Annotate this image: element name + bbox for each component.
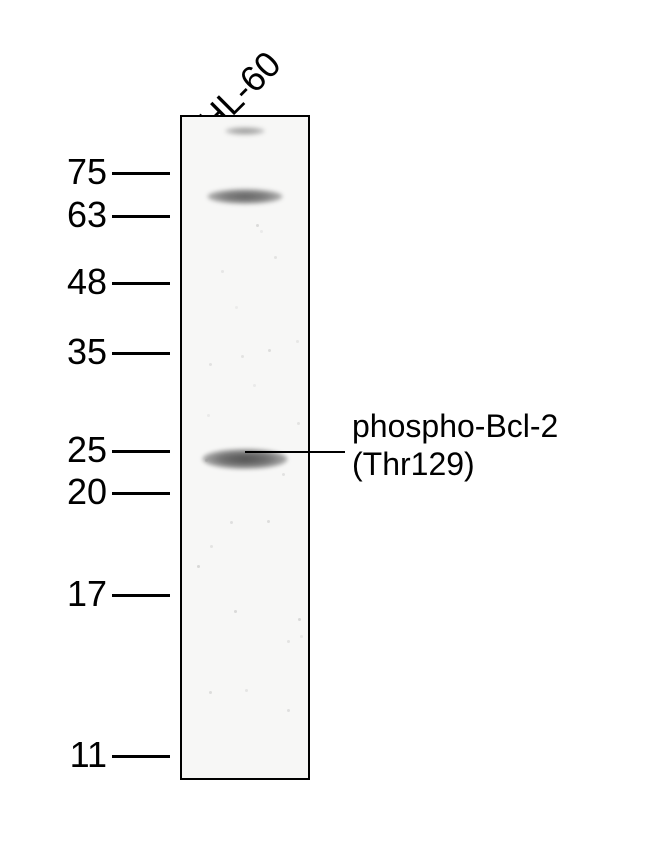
marker-label: 20	[57, 471, 107, 513]
blot-band	[225, 127, 265, 135]
marker-tick	[112, 215, 170, 218]
blot-noise	[287, 640, 290, 643]
blot-noise	[267, 520, 270, 523]
marker-label: 48	[57, 261, 107, 303]
blot-noise	[282, 473, 285, 476]
blot-noise	[260, 230, 263, 233]
annotation-line1: phospho-Bcl-2	[352, 407, 558, 445]
marker-label: 25	[57, 429, 107, 471]
marker-tick	[112, 352, 170, 355]
blot-noise	[296, 340, 299, 343]
marker-label: 35	[57, 331, 107, 373]
blot-noise	[245, 689, 248, 692]
annotation-line2: (Thr129)	[352, 445, 558, 483]
marker-tick	[112, 594, 170, 597]
marker-tick	[112, 282, 170, 285]
marker-tick	[112, 492, 170, 495]
blot-noise	[300, 635, 303, 638]
blot-noise	[221, 270, 224, 273]
blot-noise	[274, 256, 277, 259]
blot-noise	[209, 363, 212, 366]
blot-noise	[268, 349, 271, 352]
marker-tick	[112, 172, 170, 175]
marker-tick	[112, 450, 170, 453]
blot-lane	[180, 115, 310, 780]
marker-label: 17	[57, 573, 107, 615]
blot-noise	[207, 414, 210, 417]
blot-noise	[209, 691, 212, 694]
blot-noise	[210, 545, 213, 548]
western-blot-figure: HL-60 7563483525201711 phospho-Bcl-2 (Th…	[0, 0, 650, 853]
marker-label: 11	[57, 734, 107, 776]
blot-band	[208, 189, 283, 204]
marker-label: 75	[57, 151, 107, 193]
marker-tick	[112, 755, 170, 758]
blot-noise	[297, 422, 300, 425]
blot-noise	[256, 224, 259, 227]
blot-noise	[197, 565, 200, 568]
blot-noise	[234, 610, 237, 613]
annotation-text: phospho-Bcl-2 (Thr129)	[352, 407, 558, 484]
annotation-line	[245, 451, 345, 453]
blot-noise	[241, 355, 244, 358]
blot-noise	[230, 521, 233, 524]
blot-noise	[253, 384, 256, 387]
blot-noise	[298, 618, 301, 621]
blot-noise	[235, 306, 238, 309]
marker-label: 63	[57, 194, 107, 236]
blot-noise	[287, 709, 290, 712]
